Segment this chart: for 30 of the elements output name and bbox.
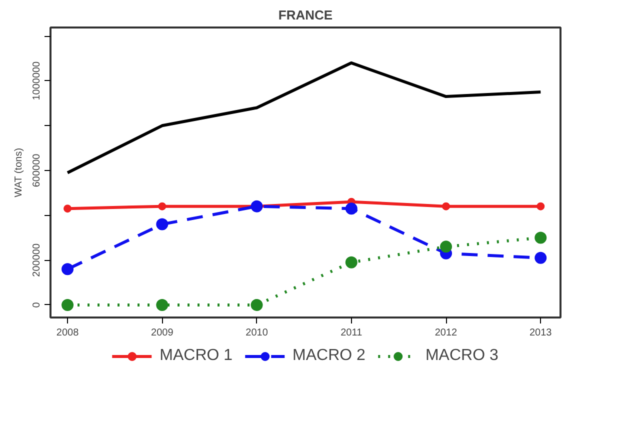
y-tick-label: 200000 (32, 243, 42, 277)
point (345, 202, 358, 215)
y-tick-label: 0 (32, 302, 42, 308)
y-tick-label: 1000000 (32, 60, 42, 100)
legend-label: MACRO 2 (292, 347, 366, 365)
y-axis-title: WAT (tons) (14, 148, 24, 198)
x-tick-label: 2010 (246, 328, 268, 338)
legend-label: MACRO 3 (425, 347, 498, 365)
line-series (66, 61, 542, 174)
point (156, 218, 168, 230)
point (250, 298, 263, 311)
point (158, 202, 166, 210)
point (62, 263, 74, 276)
point (534, 232, 547, 244)
x-tick-label: 2009 (151, 328, 174, 338)
x-tick-label: 2008 (56, 328, 80, 338)
point (536, 202, 545, 210)
chart-title: FRANCE (278, 8, 333, 22)
point (156, 298, 168, 311)
point (345, 256, 358, 268)
legend-label: MACRO 1 (160, 347, 233, 365)
point (62, 298, 74, 311)
point (442, 202, 450, 210)
point (534, 252, 547, 264)
x-tick-label: 2011 (340, 328, 363, 338)
x-tick-label: 2012 (434, 328, 458, 338)
point (64, 204, 72, 213)
x-tick-label: 2013 (530, 328, 552, 338)
point (440, 240, 452, 253)
y-tick-label: 600000 (32, 153, 42, 188)
